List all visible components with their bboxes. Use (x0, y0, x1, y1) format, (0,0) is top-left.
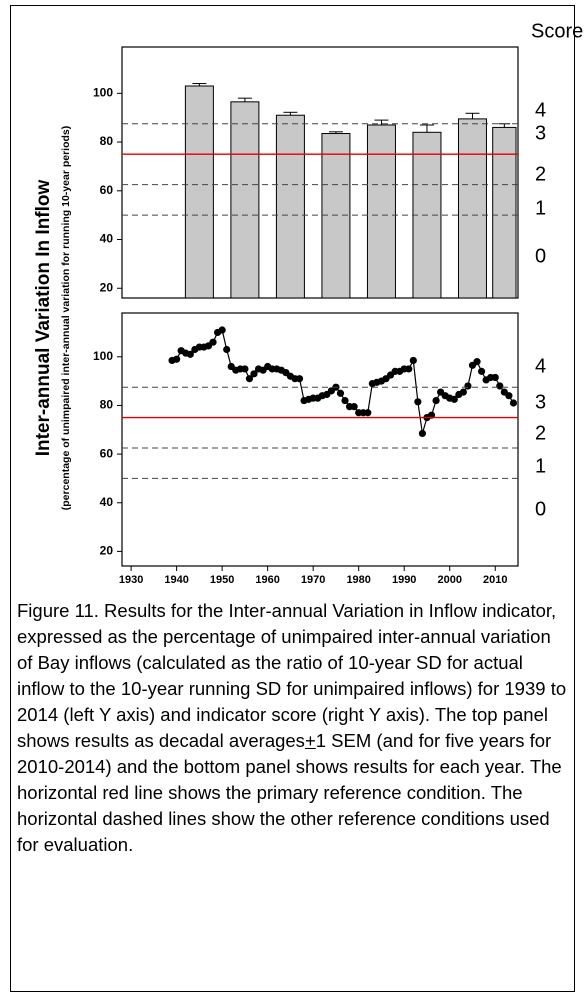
data-point (364, 409, 372, 417)
score-label: 4 (535, 355, 546, 377)
score-label: 2 (535, 163, 546, 185)
score-label: 3 (535, 391, 546, 413)
bar (457, 118, 487, 299)
bar (492, 126, 517, 299)
data-point (491, 373, 499, 382)
bar (275, 114, 305, 299)
caption: Figure 11. Results for the Inter-annual … (17, 598, 569, 858)
score-label: 2 (535, 422, 546, 444)
chart: Inter-annual Variation In Inflow (percent… (33, 20, 583, 586)
score-label: 4 (535, 99, 546, 121)
x-tick-label: 1990 (392, 574, 416, 586)
data-point (477, 367, 486, 375)
x-tick-label: 1930 (119, 574, 143, 586)
data-point (432, 396, 440, 405)
data-point (241, 365, 249, 373)
caption-text: 1 SEM (and for five years for 2010-2014)… (17, 730, 562, 855)
x-tick-label: 1940 (164, 574, 188, 586)
data-point (250, 370, 258, 378)
data-point (295, 375, 304, 383)
data-point (450, 395, 458, 403)
data-point (341, 396, 349, 405)
y-tick-label: 20 (100, 280, 114, 294)
x-tick-label: 2000 (437, 574, 461, 586)
y-tick-label: 20 (100, 544, 114, 558)
data-point (496, 382, 504, 390)
data-point (350, 403, 358, 411)
data-point (509, 399, 518, 407)
data-point (336, 389, 345, 397)
caption-text: + (304, 730, 316, 751)
data-point (464, 382, 472, 390)
x-tick-label: 1950 (210, 574, 234, 586)
data-point (414, 398, 422, 406)
figure-frame (10, 5, 575, 992)
data-point (209, 338, 217, 346)
x-tick-label: 1960 (255, 574, 279, 586)
plot-frame (121, 46, 519, 299)
data-point (186, 350, 194, 358)
bar (321, 133, 351, 299)
score-label: 0 (535, 245, 546, 267)
bar (184, 85, 214, 299)
y-tick-label: 80 (100, 398, 114, 412)
score-label: 1 (535, 455, 546, 477)
data-point (173, 355, 181, 363)
y-tick-label: 100 (93, 85, 113, 99)
score-label: 3 (535, 122, 546, 144)
data-point (223, 345, 231, 354)
data-point (505, 392, 513, 400)
y-tick-label: 100 (93, 349, 113, 363)
data-point (459, 388, 467, 396)
y-tick-label: 40 (100, 495, 114, 509)
y-tick-label: 40 (100, 232, 114, 246)
y-tick-label: 60 (100, 446, 114, 460)
bar (230, 101, 260, 299)
bar (366, 124, 396, 299)
plot-frame (121, 312, 519, 567)
x-tick-label: 1970 (301, 574, 325, 586)
y-axis-subtitle: (percentage of unimpaired inter-annual v… (60, 126, 72, 510)
score-label: 0 (535, 498, 546, 520)
data-point (405, 365, 413, 373)
y-axis-title: Inter-annual Variation In Inflow (33, 179, 54, 456)
x-tick-label: 1980 (346, 574, 370, 586)
x-tick-label: 2010 (483, 574, 507, 586)
y-tick-label: 80 (100, 134, 114, 148)
data-point (418, 429, 427, 438)
data-point (409, 356, 417, 365)
y-tick-label: 60 (100, 183, 114, 197)
score-title: Score (531, 20, 583, 42)
data-point (473, 358, 481, 366)
score-label: 1 (535, 197, 546, 219)
data-point (218, 326, 226, 334)
caption-text: Figure 11. Results for the Inter-annual … (17, 600, 567, 751)
data-point (245, 375, 254, 383)
